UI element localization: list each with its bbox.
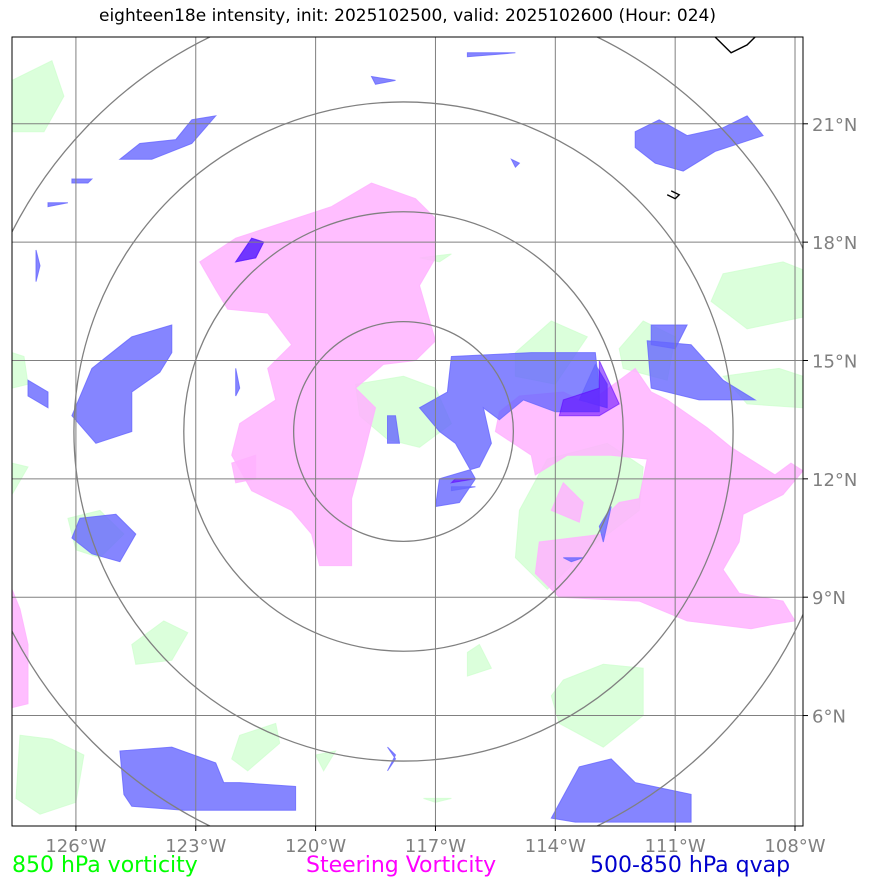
field-patch-1-2 (12, 589, 29, 709)
field-patch-2-14 (35, 249, 41, 282)
axis-ticks: 126°W 123°W 120°W 117°W 114°W 111°W 108°W 6°N 9°… (45, 115, 857, 857)
contour-line-0 (714, 37, 756, 54)
y-tick-label-5: 21°N (812, 115, 857, 136)
plot-frame (11, 36, 804, 827)
x-tick-label-1: 123°W (165, 836, 226, 857)
field-patch-0-17 (423, 797, 452, 803)
field-patch-0-0 (12, 59, 65, 133)
field-patch-0-12 (314, 750, 337, 772)
field-patch-0-11 (231, 722, 281, 772)
field-patch-0-13 (15, 734, 85, 815)
field-patch-2-15 (47, 202, 68, 208)
field-patch-2-9 (71, 178, 94, 184)
field-patch-1-0 (199, 182, 437, 567)
y-tick-label-4: 18°N (812, 233, 857, 254)
y-tick-label-0: 6°N (812, 707, 846, 728)
field-patch-2-5 (646, 340, 757, 401)
field-patch-1-3 (550, 481, 584, 523)
field-patch-2-8 (118, 115, 217, 160)
x-tick-label-2: 120°W (285, 836, 346, 857)
chart-title: eighteen18e intensity, init: 2025102500,… (99, 6, 716, 26)
field-patch-0-8 (12, 352, 29, 389)
field-patch-2-12 (370, 75, 396, 85)
field-patch-2-23 (598, 506, 612, 543)
field-overlap (234, 237, 620, 484)
field-patch-2-21 (450, 486, 476, 492)
field-patch-2-2 (71, 513, 137, 563)
range-ring-1 (183, 211, 624, 652)
field-patch-3-1 (234, 237, 265, 263)
x-tick-label-4: 114°W (525, 836, 586, 857)
y-tick-label-3: 15°N (812, 351, 857, 372)
field-patch-2-20 (387, 746, 397, 772)
field-patch-2-18 (119, 746, 297, 811)
field-patch-2-7 (634, 115, 764, 172)
y-tick-label-2: 12°N (812, 470, 857, 491)
x-tick-label-3: 117°W (405, 836, 466, 857)
field-patch-0-10 (131, 620, 189, 665)
field-patch-0-14 (550, 663, 644, 748)
field-patch-2-16 (235, 368, 241, 397)
vorticity-fields (12, 52, 803, 823)
y-tick-label-1: 9°N (812, 588, 846, 609)
field-patch-3-0 (558, 360, 620, 417)
field-patch-2-4 (387, 415, 401, 444)
range-ring-2 (73, 101, 734, 762)
field-steering-vorticity (12, 182, 803, 709)
legend-steering-vorticity: Steering Vorticity (306, 853, 497, 878)
legend-850-vorticity: 850 hPa vorticity (12, 853, 198, 878)
contour-line-1 (666, 190, 681, 200)
field-patch-2-11 (510, 158, 521, 169)
field-patch-2-1 (27, 379, 49, 409)
x-tick-label-0: 126°W (45, 836, 106, 857)
x-tick-label-5: 111°W (645, 836, 706, 857)
range-ring-0 (292, 320, 515, 543)
x-tick-label-6: 108°W (764, 836, 825, 857)
field-patch-2-22 (563, 557, 584, 563)
contour-lines (666, 37, 756, 200)
field-patch-1-1 (494, 367, 803, 630)
field-patch-2-0 (71, 324, 173, 444)
range-rings (12, 37, 803, 826)
field-patch-2-13 (466, 52, 516, 58)
legend-qvap: 500-850 hPa qvap (590, 853, 791, 878)
field-patch-0-15 (466, 643, 493, 677)
field-patch-0-4 (710, 261, 803, 330)
grid-lines (12, 37, 803, 826)
